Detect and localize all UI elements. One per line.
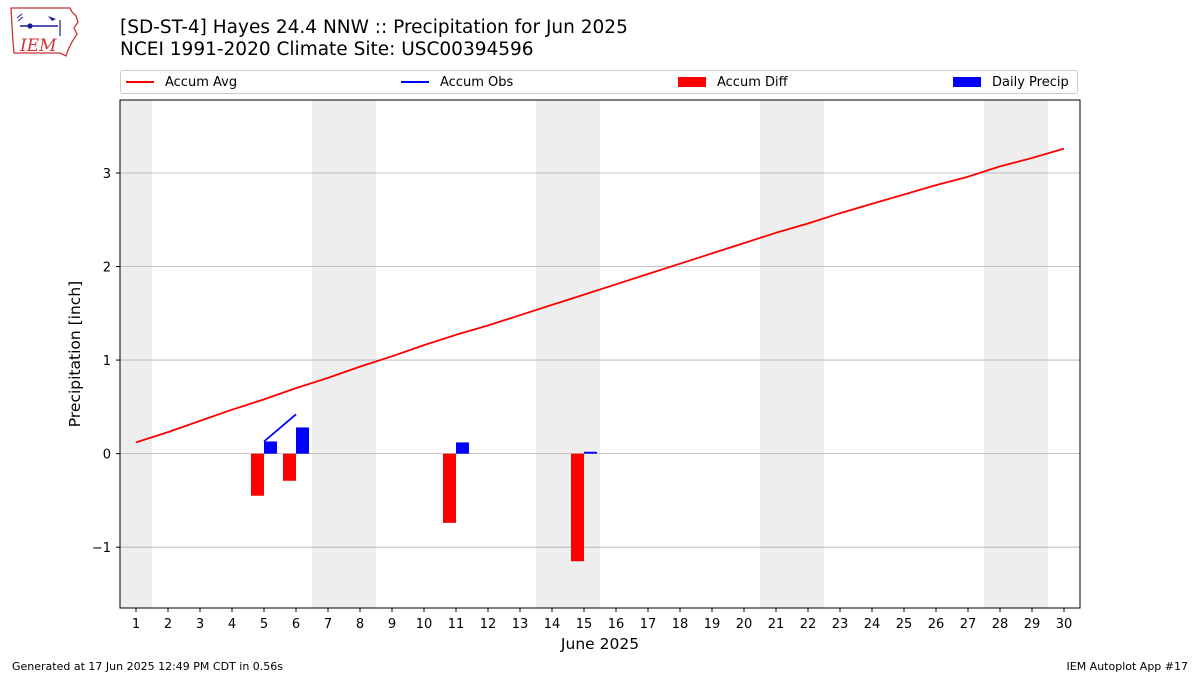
x-tick-label: 29 [1024, 617, 1041, 632]
x-tick-label: 19 [704, 617, 721, 632]
logo-text: IEM [19, 36, 57, 56]
x-tick-label: 21 [768, 617, 785, 632]
x-tick-label: 20 [736, 617, 753, 632]
accum-diff-bar [283, 453, 296, 481]
weekend-band [312, 100, 376, 608]
accum-diff-bar [571, 453, 584, 562]
x-tick-label: 26 [928, 617, 945, 632]
y-tick-label: 3 [103, 167, 111, 182]
weekend-band [984, 100, 1048, 608]
accum-diff-bar [251, 453, 264, 496]
x-tick-label: 25 [896, 617, 913, 632]
daily-precip-bar [584, 451, 597, 454]
legend-swatch-accum-avg [126, 81, 154, 83]
y-tick-label: 0 [103, 448, 111, 463]
daily-precip-bar [456, 442, 469, 454]
legend-item-daily-precip: Daily Precip [953, 71, 1069, 93]
x-tick-label: 24 [864, 617, 881, 632]
plot-frame [119, 99, 1081, 609]
chart-title: [SD-ST-4] Hayes 24.4 NNW :: Precipitatio… [120, 17, 628, 38]
x-tick-label: 13 [512, 617, 529, 632]
accum-diff-bar [443, 453, 456, 523]
x-tick-label: 14 [544, 617, 561, 632]
x-tick-label: 6 [292, 617, 300, 632]
y-axis-label: Precipitation [inch] [66, 281, 84, 427]
daily-precip-bar [264, 441, 277, 454]
legend-swatch-accum-diff [678, 77, 706, 87]
x-tick-label: 2 [164, 617, 172, 632]
x-tick-label: 17 [640, 617, 657, 632]
x-tick-label: 22 [800, 617, 817, 632]
legend-swatch-accum-obs [401, 81, 429, 83]
x-tick-label: 15 [576, 617, 593, 632]
legend-label-daily-precip: Daily Precip [992, 74, 1069, 90]
x-tick-label: 12 [480, 617, 497, 632]
iowa-state-outline-icon [10, 7, 79, 57]
x-tick-label: 18 [672, 617, 689, 632]
legend: Accum Avg Accum Obs Accum Diff Daily Pre… [120, 70, 1078, 94]
x-tick-label: 28 [992, 617, 1009, 632]
weekend-band [536, 100, 600, 608]
x-tick-label: 11 [448, 617, 465, 632]
y-tick-label: 2 [103, 261, 111, 276]
x-tick-label: 3 [196, 617, 204, 632]
x-tick-label: 9 [388, 617, 396, 632]
chart-subtitle: NCEI 1991-2020 Climate Site: USC00394596 [120, 39, 534, 60]
legend-item-accum-diff: Accum Diff [678, 71, 788, 93]
x-tick-label: 10 [416, 617, 433, 632]
accum-obs-line [263, 413, 297, 443]
x-tick-label: 5 [260, 617, 268, 632]
x-tick-label: 4 [228, 617, 236, 632]
legend-item-accum-obs: Accum Obs [401, 71, 513, 93]
x-tick-label: 23 [832, 617, 849, 632]
x-tick-label: 8 [356, 617, 364, 632]
legend-label-accum-obs: Accum Obs [440, 74, 514, 90]
daily-precip-bar [296, 427, 309, 454]
weekend-band [120, 100, 152, 608]
legend-item-accum-avg: Accum Avg [126, 71, 237, 93]
accum-avg-line [135, 147, 1065, 444]
y-tick-label: 1 [103, 354, 111, 369]
footer-app-label: IEM Autoplot App #17 [1066, 660, 1189, 673]
legend-label-accum-avg: Accum Avg [165, 74, 238, 90]
y-tick-label: −1 [92, 541, 111, 556]
x-tick-label: 1 [132, 617, 140, 632]
x-axis-label: June 2025 [560, 635, 639, 653]
legend-swatch-daily-precip [953, 77, 981, 87]
x-tick-label: 16 [608, 617, 625, 632]
x-tick-label: 7 [324, 617, 332, 632]
legend-label-accum-diff: Accum Diff [717, 74, 788, 90]
x-tick-label: 27 [960, 617, 977, 632]
footer-generated-text: Generated at 17 Jun 2025 12:49 PM CDT in… [12, 660, 284, 673]
iem-logo: IEM [10, 7, 79, 57]
weekend-band [760, 100, 824, 608]
x-tick-label: 30 [1056, 617, 1073, 632]
